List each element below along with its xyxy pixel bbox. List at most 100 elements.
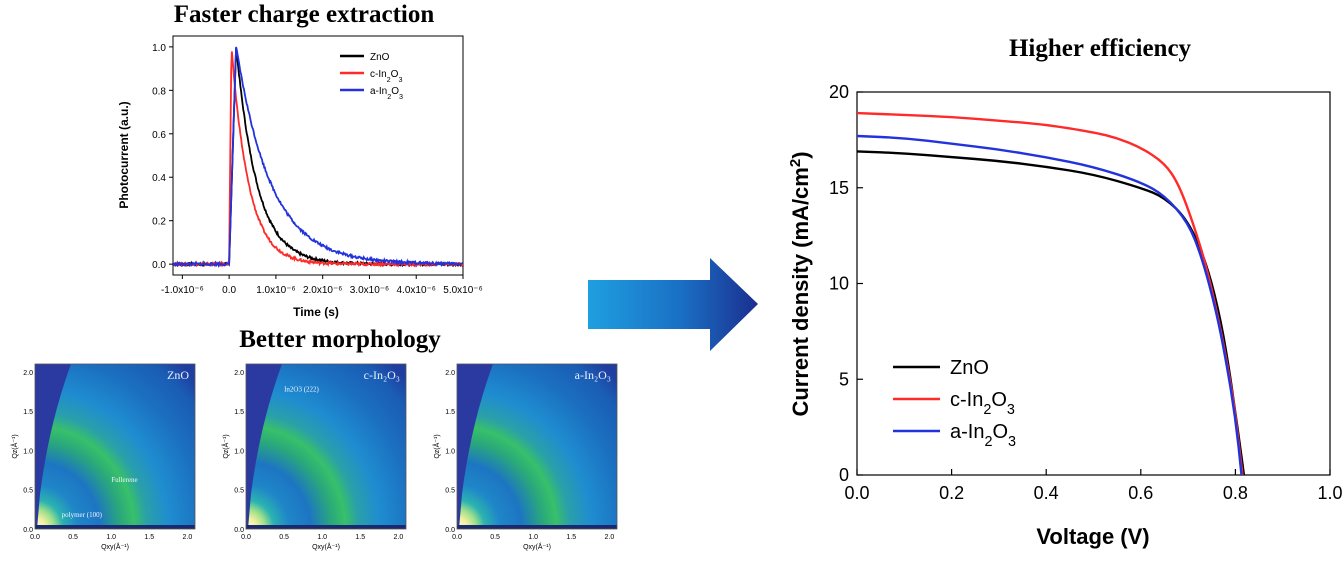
giwaxs-y-axis-label: Qz(Å⁻¹) xyxy=(221,434,230,458)
jv-x-axis-label: Voltage (V) xyxy=(1036,524,1149,549)
transient-y-tick-label: 0.2 xyxy=(152,217,166,228)
jv-x-tick-label: 0.8 xyxy=(1223,483,1248,503)
transient-y-tick-label: 0.0 xyxy=(152,260,166,271)
jv-plot-frame xyxy=(856,91,1331,476)
giwaxs-frame xyxy=(34,363,196,530)
transient-line-a-In2O3 xyxy=(173,46,463,268)
title-transient: Faster charge extraction xyxy=(174,1,435,28)
giwaxs-x-tick-label: 0.5 xyxy=(68,534,78,541)
jv-y-tick-label: 20 xyxy=(829,82,849,102)
giwaxs-x-tick-label: 0.0 xyxy=(30,534,40,541)
jv-y-tick-label: 5 xyxy=(839,369,849,389)
transient-x-tick-label: -1.0x10⁻⁶ xyxy=(161,285,204,296)
giwaxs-panel-0: ZnO Fullerene polymer (100) 0.0 0.5 1.0 1.5 2.0… xyxy=(10,363,196,551)
giwaxs-panel-label: c-In₂O₃ xyxy=(364,368,400,382)
jv-y-tick-label: 0 xyxy=(839,465,849,485)
giwaxs-x-axis-label: Qxy(Å⁻¹) xyxy=(312,542,340,551)
transient-y-tick-label: 1.0 xyxy=(152,43,166,54)
transient-legend-label: c-In2O3 xyxy=(370,69,402,84)
jv-legend: ZnO c-In2O3 a-In2O3 xyxy=(893,357,1016,450)
giwaxs-x-tick-label: 2.0 xyxy=(605,534,615,541)
giwaxs-y-tick-label: 0.5 xyxy=(23,488,33,495)
giwaxs-x-tick-label: 2.0 xyxy=(183,534,193,541)
giwaxs-y-tick-label: 0.5 xyxy=(234,488,244,495)
giwaxs-x-axis-label: Qxy(Å⁻¹) xyxy=(101,542,129,551)
giwaxs-y-tick-label: 2.0 xyxy=(23,370,33,377)
giwaxs-x-tick-label: 1.5 xyxy=(355,534,365,541)
giwaxs-y-tick-label: 0.0 xyxy=(23,527,33,534)
transient-photocurrent-chart: -1.0x10⁻⁶ 0.0 1.0x10⁻⁶ 2.0x10⁻⁶ 3.0x10⁻⁶ 4.0x… xyxy=(117,35,483,319)
transient-y-tick-label: 0.8 xyxy=(152,86,166,97)
giwaxs-y-tick-label: 1.5 xyxy=(23,409,33,416)
transient-x-tick-label: 2.0x10⁻⁶ xyxy=(303,285,342,296)
transient-x-tick-label: 4.0x10⁻⁶ xyxy=(397,285,436,296)
giwaxs-y-tick-label: 1.5 xyxy=(234,409,244,416)
transient-plot-frame xyxy=(172,35,464,276)
jv-x-tick-label: 0.2 xyxy=(939,483,964,503)
giwaxs-horizon xyxy=(246,525,406,529)
giwaxs-x-tick-label: 1.5 xyxy=(144,534,154,541)
transient-series-lines xyxy=(173,46,463,268)
giwaxs-panel-label: a-In₂O₃ xyxy=(575,368,611,382)
giwaxs-x-tick-label: 0.0 xyxy=(452,534,462,541)
giwaxs-scattering-map xyxy=(35,364,195,529)
giwaxs-horizon xyxy=(35,525,195,529)
giwaxs-frame xyxy=(245,363,407,530)
jv-line-a-In2O3 xyxy=(857,134,1243,475)
giwaxs-scattering-map xyxy=(457,364,617,529)
giwaxs-y-tick-label: 2.0 xyxy=(234,370,244,377)
giwaxs-x-tick-label: 1.5 xyxy=(566,534,576,541)
transient-y-axis-label: Photocurrent (a.u.) xyxy=(117,101,131,208)
giwaxs-horizon xyxy=(457,525,617,529)
jv-x-tick-label: 0.6 xyxy=(1128,483,1153,503)
jv-legend-label: ZnO xyxy=(950,357,989,379)
jv-y-tick-label: 10 xyxy=(829,274,849,294)
transient-x-tick-label: 3.0x10⁻⁶ xyxy=(350,285,389,296)
giwaxs-x-tick-label: 0.0 xyxy=(241,534,251,541)
jv-x-tick-label: 1.0 xyxy=(1317,483,1342,503)
transient-x-ticks: -1.0x10⁻⁶ 0.0 1.0x10⁻⁶ 2.0x10⁻⁶ 3.0x10⁻⁶ 4.0x… xyxy=(161,275,483,296)
giwaxs-panel-1: c-In₂O₃ In2O3 (222) 0.0 0.5 1.0 1.5 2.0 0.0 0.5 1… xyxy=(221,363,407,551)
giwaxs-annotation: In2O3 (222) xyxy=(284,386,319,394)
giwaxs-y-tick-label: 0.0 xyxy=(445,527,455,534)
transient-x-tick-label: 1.0x10⁻⁶ xyxy=(256,285,295,296)
jv-y-axis-label: Current density (mA/cm2) xyxy=(787,151,814,416)
giwaxs-y-axis-label: Qz(Å⁻¹) xyxy=(10,434,19,458)
transient-legend: ZnO c-In2O3 a-In2O3 xyxy=(340,52,403,101)
giwaxs-panel-label: ZnO xyxy=(167,368,189,382)
giwaxs-panel-2: a-In₂O₃ 0.0 0.5 1.0 1.5 2.0 0.0 0.5 1.0 1.5 2.0 Qxy… xyxy=(432,363,618,551)
jv-series-lines xyxy=(857,111,1246,475)
transient-line-c-In2O3 xyxy=(173,51,463,268)
transient-legend-label: ZnO xyxy=(370,52,390,63)
giwaxs-annotation: Fullerene xyxy=(111,476,137,484)
giwaxs-y-axis-label: Qz(Å⁻¹) xyxy=(432,434,441,458)
giwaxs-x-tick-label: 1.0 xyxy=(528,534,538,541)
giwaxs-x-tick-label: 2.0 xyxy=(394,534,404,541)
jv-x-ticks: 0.0 0.2 0.4 0.6 0.8 1.0 xyxy=(844,469,1343,503)
transient-legend-label: a-In2O3 xyxy=(370,86,403,101)
arrow-right-icon xyxy=(588,258,758,351)
giwaxs-x-axis-label: Qxy(Å⁻¹) xyxy=(523,542,551,551)
jv-y-ticks: 0 5 10 15 20 xyxy=(829,82,863,485)
giwaxs-frame xyxy=(456,363,618,530)
jv-line-ZnO xyxy=(857,150,1246,475)
giwaxs-panels: ZnO Fullerene polymer (100) 0.0 0.5 1.0 1.5 2.0… xyxy=(10,363,618,551)
transient-x-axis-label: Time (s) xyxy=(293,305,339,319)
giwaxs-x-tick-label: 0.5 xyxy=(490,534,500,541)
jv-y-tick-label: 15 xyxy=(829,178,849,198)
giwaxs-y-tick-label: 0.0 xyxy=(234,527,244,534)
transient-y-tick-label: 0.4 xyxy=(152,173,166,184)
transient-line-ZnO xyxy=(173,48,463,268)
jv-legend-label: c-In2O3 xyxy=(950,389,1015,418)
giwaxs-y-tick-label: 2.0 xyxy=(445,370,455,377)
giwaxs-y-tick-label: 1.0 xyxy=(23,448,33,455)
giwaxs-scattering-map xyxy=(246,364,406,529)
jv-x-tick-label: 0.4 xyxy=(1034,483,1059,503)
giwaxs-x-tick-label: 1.0 xyxy=(317,534,327,541)
giwaxs-y-tick-label: 1.5 xyxy=(445,409,455,416)
giwaxs-y-tick-label: 1.0 xyxy=(234,448,244,455)
giwaxs-y-tick-label: 0.5 xyxy=(445,488,455,495)
title-morphology: Better morphology xyxy=(239,326,441,353)
